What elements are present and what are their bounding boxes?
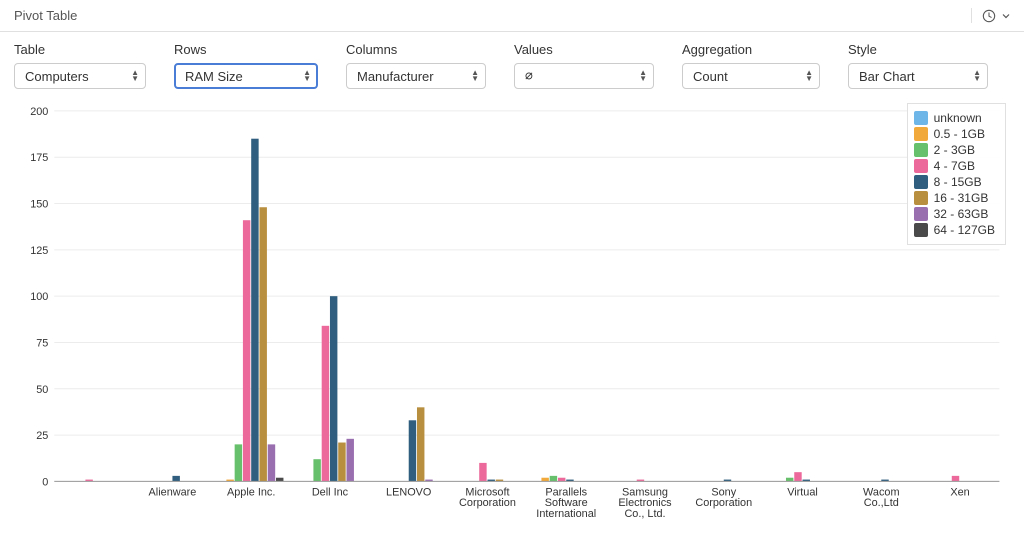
legend-item[interactable]: 64 - 127GB: [914, 222, 995, 238]
legend-label: 0.5 - 1GB: [934, 127, 985, 141]
recent-icon[interactable]: [982, 9, 996, 23]
svg-text:175: 175: [30, 152, 48, 164]
control-style-label: Style: [848, 42, 988, 57]
legend-swatch: [914, 207, 928, 221]
legend-swatch: [914, 191, 928, 205]
select-arrows-icon: ▲▼: [639, 70, 647, 82]
svg-text:100: 100: [30, 291, 48, 303]
select-table[interactable]: Computers ▲▼: [14, 63, 146, 89]
chart-legend: unknown 0.5 - 1GB 2 - 3GB 4 - 7GB 8 - 15GB 16…: [907, 103, 1006, 245]
svg-text:Virtual: Virtual: [787, 486, 818, 498]
legend-label: 8 - 15GB: [934, 175, 982, 189]
legend-swatch: [914, 127, 928, 141]
svg-text:Apple Inc.: Apple Inc.: [227, 486, 275, 498]
select-rows[interactable]: RAM Size ▲▼: [174, 63, 318, 89]
control-aggregation-label: Aggregation: [682, 42, 820, 57]
svg-text:200: 200: [30, 106, 48, 118]
select-aggregation-value: Count: [693, 69, 728, 84]
select-arrows-icon: ▲▼: [805, 70, 813, 82]
control-table: Table Computers ▲▼: [14, 42, 146, 89]
control-table-label: Table: [14, 42, 146, 57]
control-columns: Columns Manufacturer ▲▼: [346, 42, 486, 89]
app-header: Pivot Table: [0, 0, 1024, 32]
legend-label: 4 - 7GB: [934, 159, 975, 173]
page-title: Pivot Table: [14, 8, 77, 23]
pivot-controls: Table Computers ▲▼ Rows RAM Size ▲▼ Colu…: [0, 32, 1024, 97]
select-aggregation[interactable]: Count ▲▼: [682, 63, 820, 89]
svg-text:25: 25: [36, 430, 48, 442]
svg-text:International: International: [536, 508, 596, 520]
legend-label: 2 - 3GB: [934, 143, 975, 157]
legend-swatch: [914, 159, 928, 173]
legend-label: unknown: [934, 111, 982, 125]
select-arrows-icon: ▲▼: [973, 70, 981, 82]
select-columns-value: Manufacturer: [357, 69, 434, 84]
chart-area: 0 25 50 75 100 125 150 175 200 Alienware Apple Inc…: [0, 97, 1024, 527]
svg-text:Co., Ltd.: Co., Ltd.: [624, 508, 665, 520]
select-style-value: Bar Chart: [859, 69, 915, 84]
legend-swatch: [914, 175, 928, 189]
select-values[interactable]: ∅ ▲▼: [514, 63, 654, 89]
legend-label: 64 - 127GB: [934, 223, 995, 237]
legend-swatch: [914, 223, 928, 237]
control-rows-label: Rows: [174, 42, 318, 57]
svg-text:125: 125: [30, 245, 48, 257]
select-arrows-icon: ▲▼: [471, 70, 479, 82]
select-arrows-icon: ▲▼: [131, 70, 139, 82]
svg-text:Alienware: Alienware: [149, 486, 197, 498]
select-values-value: ∅: [525, 69, 533, 84]
svg-text:150: 150: [30, 199, 48, 211]
select-table-value: Computers: [25, 69, 89, 84]
svg-text:75: 75: [36, 337, 48, 349]
chevron-down-icon[interactable]: [1002, 8, 1010, 23]
svg-text:Co.,Ltd: Co.,Ltd: [864, 497, 899, 509]
legend-item[interactable]: 32 - 63GB: [914, 206, 995, 222]
svg-text:0: 0: [42, 476, 48, 488]
control-rows: Rows RAM Size ▲▼: [174, 42, 318, 89]
legend-item[interactable]: 2 - 3GB: [914, 142, 995, 158]
bar-chart: 0 25 50 75 100 125 150 175 200 Alienware Apple Inc…: [14, 101, 1010, 527]
legend-item[interactable]: 4 - 7GB: [914, 158, 995, 174]
select-columns[interactable]: Manufacturer ▲▼: [346, 63, 486, 89]
select-style[interactable]: Bar Chart ▲▼: [848, 63, 988, 89]
select-arrows-icon: ▲▼: [303, 70, 311, 82]
legend-item[interactable]: 16 - 31GB: [914, 190, 995, 206]
control-aggregation: Aggregation Count ▲▼: [682, 42, 820, 89]
svg-text:50: 50: [36, 384, 48, 396]
legend-item[interactable]: unknown: [914, 110, 995, 126]
svg-text:LENOVO: LENOVO: [386, 486, 431, 498]
header-actions: [971, 8, 1010, 23]
svg-text:Xen: Xen: [950, 486, 969, 498]
svg-text:Corporation: Corporation: [695, 497, 752, 509]
legend-swatch: [914, 143, 928, 157]
control-columns-label: Columns: [346, 42, 486, 57]
legend-label: 16 - 31GB: [934, 191, 989, 205]
legend-label: 32 - 63GB: [934, 207, 989, 221]
legend-item[interactable]: 0.5 - 1GB: [914, 126, 995, 142]
svg-text:Corporation: Corporation: [459, 497, 516, 509]
legend-item[interactable]: 8 - 15GB: [914, 174, 995, 190]
control-values-label: Values: [514, 42, 654, 57]
select-rows-value: RAM Size: [185, 69, 243, 84]
control-style: Style Bar Chart ▲▼: [848, 42, 988, 89]
control-values: Values ∅ ▲▼: [514, 42, 654, 89]
svg-text:Dell Inc: Dell Inc: [312, 486, 349, 498]
legend-swatch: [914, 111, 928, 125]
